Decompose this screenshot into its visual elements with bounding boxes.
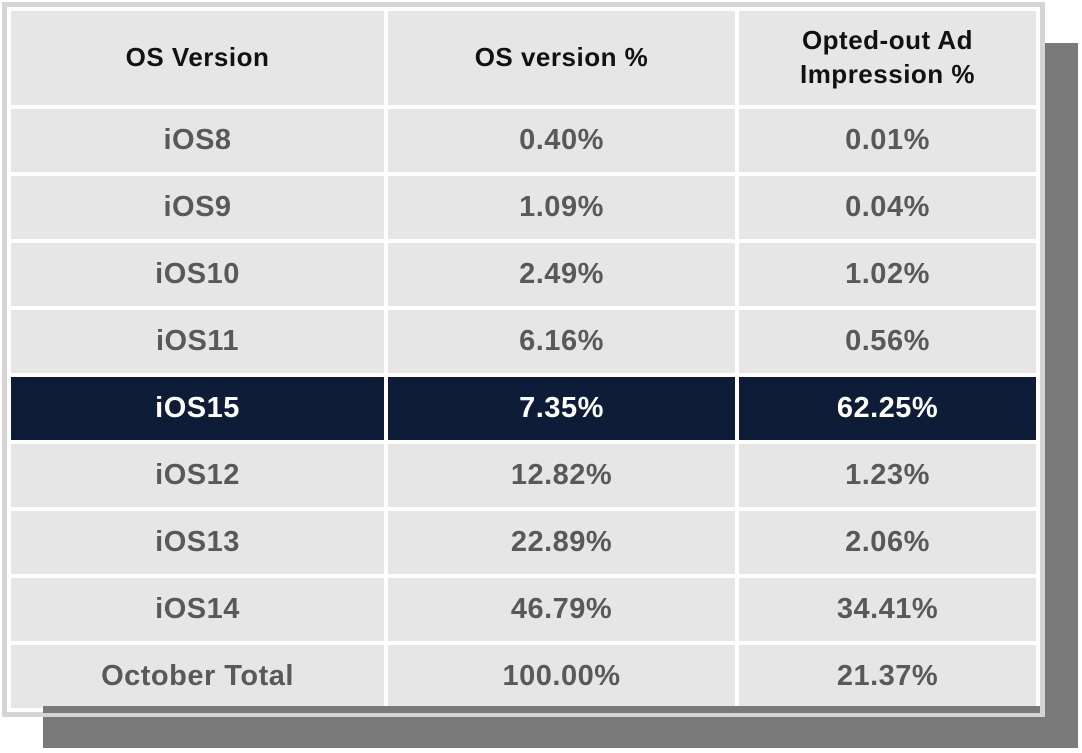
opted-out-pct-cell: 62.25%	[739, 377, 1036, 440]
os-version-pct-cell: 1.09%	[388, 176, 735, 239]
table-row: iOS13 22.89% 2.06%	[11, 511, 1036, 574]
os-version-cell: iOS8	[11, 109, 384, 172]
os-version-cell: iOS14	[11, 578, 384, 641]
opted-out-pct-cell: 1.02%	[739, 243, 1036, 306]
os-version-cell: October Total	[11, 645, 384, 708]
opted-out-pct-cell: 1.23%	[739, 444, 1036, 507]
os-version-cell: iOS13	[11, 511, 384, 574]
header-row: OS Version OS version % Opted-out Ad Imp…	[11, 11, 1036, 105]
opted-out-pct-cell: 2.06%	[739, 511, 1036, 574]
os-version-pct-cell: 12.82%	[388, 444, 735, 507]
os-version-pct-cell: 7.35%	[388, 377, 735, 440]
table-row: iOS14 46.79% 34.41%	[11, 578, 1036, 641]
table-row: iOS8 0.40% 0.01%	[11, 109, 1036, 172]
opted-out-pct-cell: 0.01%	[739, 109, 1036, 172]
os-version-pct-cell: 6.16%	[388, 310, 735, 373]
os-version-cell: iOS10	[11, 243, 384, 306]
table-row: iOS9 1.09% 0.04%	[11, 176, 1036, 239]
os-version-pct-cell: 0.40%	[388, 109, 735, 172]
table-row: October Total 100.00% 21.37%	[11, 645, 1036, 708]
os-version-pct-cell: 22.89%	[388, 511, 735, 574]
opted-out-pct-cell: 0.04%	[739, 176, 1036, 239]
opted-out-pct-cell: 0.56%	[739, 310, 1036, 373]
os-version-cell: iOS15	[11, 377, 384, 440]
os-version-pct-cell: 2.49%	[388, 243, 735, 306]
opted-out-pct-cell: 34.41%	[739, 578, 1036, 641]
table-header: OS Version OS version % Opted-out Ad Imp…	[11, 11, 1036, 105]
header-os-version: OS Version	[11, 11, 384, 105]
table-row-highlighted: iOS15 7.35% 62.25%	[11, 377, 1036, 440]
os-version-table: OS Version OS version % Opted-out Ad Imp…	[7, 7, 1040, 712]
os-version-pct-cell: 46.79%	[388, 578, 735, 641]
os-version-cell: iOS9	[11, 176, 384, 239]
table-card: OS Version OS version % Opted-out Ad Imp…	[2, 2, 1045, 717]
inner-shadow-strip	[43, 706, 1040, 713]
header-opted-out-pct: Opted-out Ad Impression %	[739, 11, 1036, 105]
opted-out-pct-cell: 21.37%	[739, 645, 1036, 708]
os-version-pct-cell: 100.00%	[388, 645, 735, 708]
table-row: iOS11 6.16% 0.56%	[11, 310, 1036, 373]
table-row: iOS12 12.82% 1.23%	[11, 444, 1036, 507]
os-version-cell: iOS11	[11, 310, 384, 373]
header-os-version-pct: OS version %	[388, 11, 735, 105]
table-row: iOS10 2.49% 1.02%	[11, 243, 1036, 306]
table-body: iOS8 0.40% 0.01% iOS9 1.09% 0.04% iOS10 …	[11, 109, 1036, 708]
os-version-cell: iOS12	[11, 444, 384, 507]
